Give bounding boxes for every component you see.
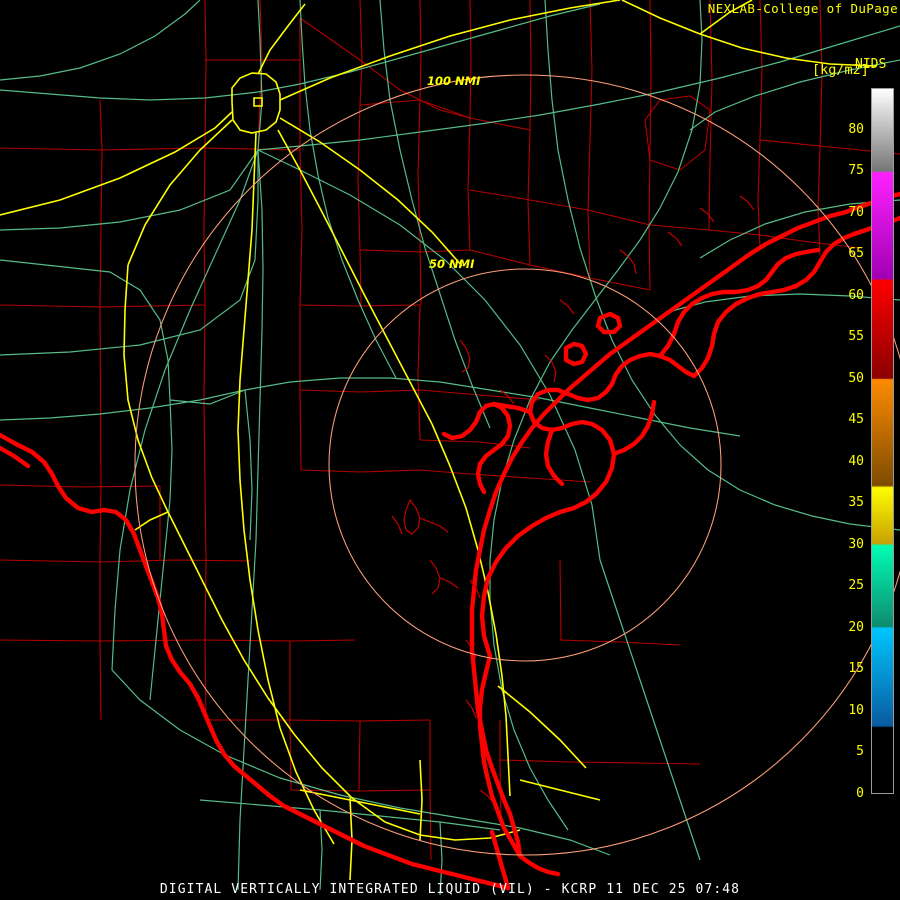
- colorbar-gradient: [872, 89, 893, 793]
- product-title-bar: DIGITAL VERTICALLY INTEGRATED LIQUID (VI…: [159, 882, 741, 897]
- colorbar-tick-60: 60: [848, 287, 864, 303]
- colorbar-tick-0: 0: [856, 786, 864, 801]
- colorbar-tick-70: 70: [848, 204, 864, 220]
- colorbar-tick-15: 15: [848, 661, 864, 677]
- colorbar-tick-80: 80: [848, 121, 864, 137]
- interstate-highways: [0, 0, 877, 881]
- colorbar-tick-10: 10: [848, 702, 864, 718]
- colorbar-tick-20: 20: [848, 619, 864, 635]
- data-source-label: NIDS: [855, 57, 887, 72]
- range-ring-label-50nmi: 50 NMI: [429, 257, 475, 271]
- colorbar-border: [871, 88, 894, 794]
- colorbar-tick-65: 65: [848, 246, 864, 262]
- colorbar-tick-40: 40: [848, 453, 864, 469]
- colorbar-tick-55: 55: [848, 329, 864, 345]
- colorbar-tick-45: 45: [848, 412, 864, 428]
- range-ring-label-100nmi: 100 NMI: [427, 74, 481, 88]
- provider-credit: NEXLAB-College of DuPage: [707, 1, 898, 16]
- county-boundaries: [0, 0, 900, 861]
- colorbar-tick-50: 50: [848, 370, 864, 386]
- range-rings: [134, 74, 900, 856]
- coastline: [0, 191, 900, 891]
- colorbar-tick-5: 5: [856, 744, 864, 760]
- colorbar-tick-35: 35: [848, 495, 864, 511]
- colorbar-tick-labels: 80 75 70 65 60 55 50 45 40 35 30 25 20 15 10 5 0: [806, 0, 864, 900]
- shoreline-detail: [391, 195, 755, 805]
- range-ring-50nmi: [328, 268, 722, 662]
- colorbar-tick-25: 25: [848, 578, 864, 594]
- range-ring-100nmi: [134, 74, 900, 856]
- colorbar-tick-75: 75: [848, 163, 864, 179]
- colorbar-tick-30: 30: [848, 536, 864, 552]
- colorbar-units-label: [kg/m2]: [812, 62, 869, 78]
- colorbar[interactable]: [871, 88, 894, 794]
